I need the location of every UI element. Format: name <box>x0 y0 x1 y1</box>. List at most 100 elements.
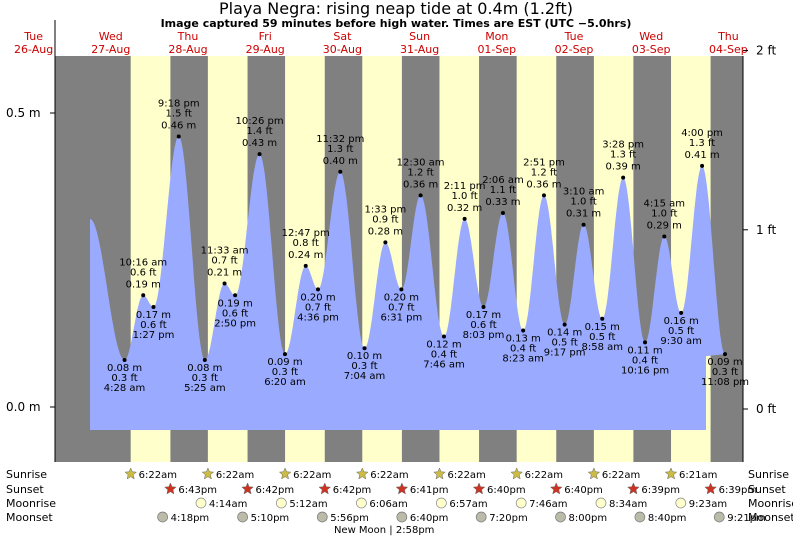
sunrise-time: 6:22am <box>216 470 254 481</box>
right-tick-label: 0 ft <box>756 402 776 416</box>
sunrise-time: 6:22am <box>293 470 331 481</box>
tide-label: 0.31 m <box>566 209 601 220</box>
tide-label: 1.0 ft <box>570 197 596 208</box>
tide-label: 0.12 m <box>426 339 461 350</box>
tide-point <box>176 134 181 139</box>
tide-label: 9:17 pm <box>544 348 586 359</box>
tide-point <box>122 357 127 362</box>
moonrise-icon <box>275 497 287 509</box>
sunset-time: 6:40pm <box>487 485 526 496</box>
left-tick-label: 0.5 m <box>6 106 41 120</box>
moonrise-icon <box>436 497 447 509</box>
day-name-label: Tue <box>564 30 584 43</box>
tide-label: 1.3 ft <box>689 138 715 149</box>
sunset-time: 6:40pm <box>564 485 603 496</box>
day-date-label: 26-Aug <box>14 43 53 56</box>
tide-label: 2:11 pm <box>444 181 486 192</box>
tide-point <box>562 322 567 327</box>
tide-label: 0.20 m <box>384 292 419 303</box>
tide-point <box>257 152 262 157</box>
sunrise-star-icon <box>587 467 601 480</box>
moonrise-time: 7:46am <box>529 499 567 510</box>
tide-label: 1.3 ft <box>610 150 636 161</box>
tide-point <box>233 293 238 298</box>
tide-point <box>141 293 146 298</box>
chart-title: Playa Negra: rising neap tide at 0.4m (1… <box>219 0 573 18</box>
tide-label: 1.5 ft <box>166 109 192 120</box>
sunset-time: 6:42pm <box>256 485 295 496</box>
tide-point <box>462 216 467 221</box>
tide-label: 0.08 m <box>187 363 222 374</box>
moonrise-time: 9:23am <box>689 499 727 510</box>
tide-label: 10:16 am <box>119 257 167 268</box>
tide-point <box>600 316 605 321</box>
tide-label: 10:16 pm <box>621 365 669 376</box>
day-date-label: 28-Aug <box>168 43 207 56</box>
tide-label: 0.7 ft <box>388 302 414 313</box>
tide-label: 0.09 m <box>267 357 302 368</box>
tide-point <box>383 240 388 245</box>
sunrise-time: 6:22am <box>525 470 563 481</box>
sunset-star-icon <box>241 482 254 495</box>
tide-label: 0.17 m <box>466 310 501 321</box>
tide-curve <box>90 136 725 430</box>
tide-label: 0.5 ft <box>551 338 577 349</box>
tide-label: 0.4 ft <box>431 349 457 360</box>
tide-point <box>700 163 705 168</box>
tide-label: 0.40 m <box>323 156 358 167</box>
day-date-label: 03-Sep <box>632 43 671 56</box>
day-date-label: 27-Aug <box>91 43 130 56</box>
tide-label: 0.36 m <box>403 179 438 190</box>
tide-point <box>151 305 156 310</box>
day-name-label: Thu <box>177 30 199 43</box>
sunset-row-label-left: Sunset <box>6 483 44 496</box>
sunset-time: 6:39pm <box>719 485 758 496</box>
tide-label: 0.36 m <box>526 179 561 190</box>
moonset-row-label-right: Moonset <box>748 511 793 524</box>
moonset-icon <box>634 511 646 523</box>
moonset-row-label-left: Moonset <box>6 511 53 524</box>
tide-point <box>521 328 526 333</box>
tide-point <box>643 340 648 345</box>
moonrise-row-label-right: Moonrise <box>748 497 793 510</box>
tide-label: 0.3 ft <box>712 367 738 378</box>
moonrise-icon <box>515 497 527 509</box>
day-name-label: Sat <box>333 30 352 43</box>
tide-label: 4:36 pm <box>297 312 339 323</box>
tide-point <box>282 352 287 357</box>
right-tick-label: 1 ft <box>756 223 776 237</box>
tide-label: 0.3 ft <box>351 361 377 372</box>
sunset-star-icon <box>164 482 177 495</box>
tide-point <box>222 281 227 286</box>
tide-label: 1.4 ft <box>246 126 272 137</box>
tide-label: 0.11 m <box>627 345 662 356</box>
left-tick-label: 0.0 m <box>6 400 41 414</box>
tide-point <box>362 346 367 351</box>
sunrise-star-icon <box>355 467 369 480</box>
sunset-time: 6:39pm <box>641 485 680 496</box>
tide-label: 0.09 m <box>707 357 742 368</box>
tide-label: 0.9 ft <box>372 214 398 225</box>
right-tick-label: 2 ft <box>756 44 776 58</box>
tide-point <box>202 357 207 362</box>
sunrise-row-label-right: Sunrise <box>748 468 789 481</box>
tide-point <box>441 334 446 339</box>
day-labels: Tue26-AugWed27-AugThu28-AugFri29-AugSat3… <box>14 30 748 56</box>
tide-label: 0.33 m <box>485 197 520 208</box>
moonrise-row-label-left: Moonrise <box>6 497 56 510</box>
moonrise-time: 6:06am <box>369 499 407 510</box>
tide-label: 0.5 ft <box>668 326 694 337</box>
tide-label: 11:33 am <box>201 246 249 257</box>
sunset-star-icon <box>627 482 640 495</box>
sunset-time: 6:41pm <box>410 485 449 496</box>
moonset-icon <box>157 511 168 523</box>
tide-label: 2:06 am <box>482 175 524 186</box>
tide-point <box>723 352 728 357</box>
sunrise-star-icon <box>124 467 138 480</box>
moonset-icon <box>555 511 566 523</box>
tide-point <box>621 175 626 180</box>
moonset-time: 5:10pm <box>251 513 290 524</box>
tide-label: 0.3 ft <box>192 373 218 384</box>
